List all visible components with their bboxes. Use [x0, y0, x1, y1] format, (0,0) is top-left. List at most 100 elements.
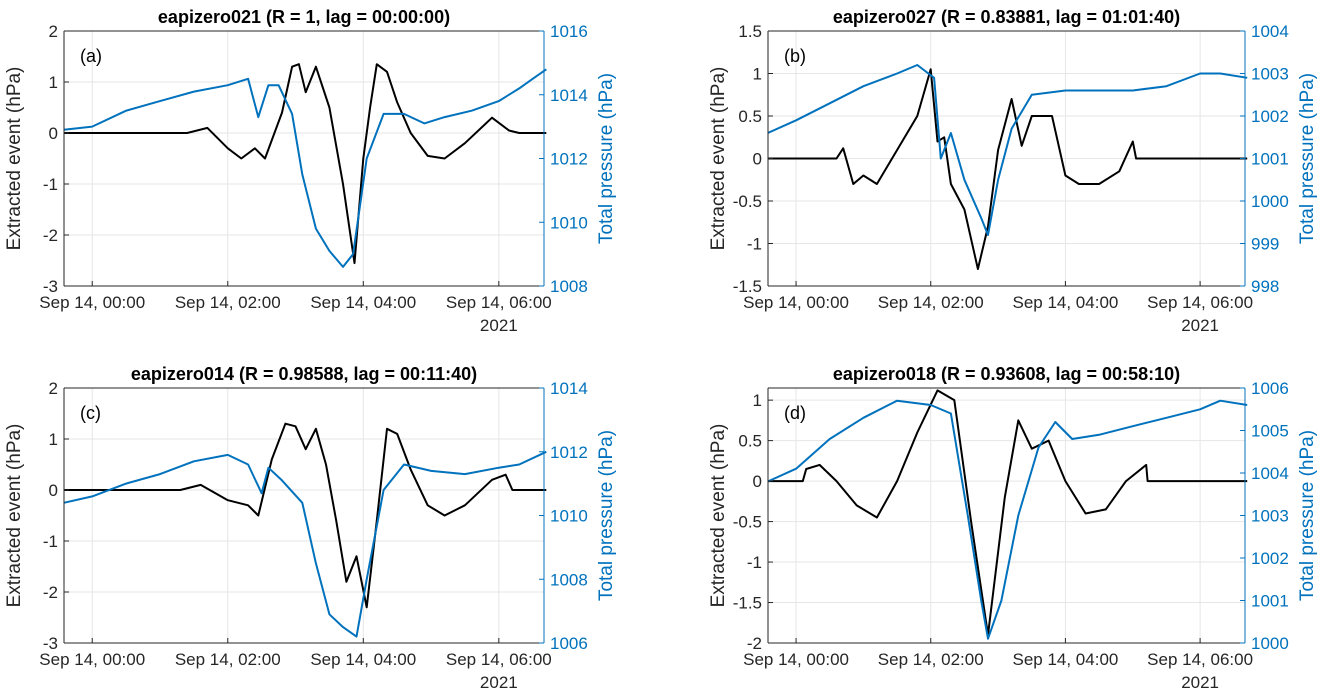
extracted-event-line	[767, 389, 1248, 636]
panel-label: (d)	[784, 403, 806, 423]
y-axis-label-right: Total pressure (hPa)	[1297, 73, 1318, 244]
left-tick-label: 0	[753, 472, 762, 491]
right-tick-label: 1004	[1251, 464, 1289, 483]
extracted-event-line	[63, 63, 547, 265]
x-year-label: 2021	[1181, 316, 1219, 335]
x-tick-label: Sep 14, 06:00	[1147, 650, 1253, 669]
total-pressure-line	[63, 450, 547, 638]
left-tick-label: 0	[49, 481, 58, 500]
panel-a: Sep 14, 00:00 Sep 14, 02:00 Sep 14, 04:00 S…	[4, 7, 617, 335]
left-tick-label: -3	[43, 634, 58, 653]
right-tick-label: 1012	[550, 150, 588, 169]
left-tick-label: -2	[43, 583, 58, 602]
right-tick-label: 1008	[550, 570, 588, 589]
x-tick-label: Sep 14, 02:00	[878, 293, 984, 312]
right-tick-label: 1005	[1251, 422, 1289, 441]
x-tick-label: Sep 14, 00:00	[743, 293, 849, 312]
total-pressure-line	[63, 68, 547, 268]
right-tick-label: 1014	[550, 379, 588, 398]
right-tick-label: 1001	[1251, 592, 1289, 611]
panel-b: Sep 14, 00:00 Sep 14, 02:00 Sep 14, 04:00 S…	[708, 7, 1318, 335]
left-tick-label: -1	[43, 532, 58, 551]
right-tick-label: 999	[1251, 235, 1279, 254]
left-tick-label: -0.5	[733, 192, 762, 211]
left-tick-label: -1	[747, 235, 762, 254]
x-tick-label: Sep 14, 02:00	[878, 650, 984, 669]
left-tick-label: -2	[747, 634, 762, 653]
y-axis-label-left: Extracted event (hPa)	[4, 67, 25, 251]
y-axis-label-right: Total pressure (hPa)	[596, 430, 617, 601]
x-tick-label: Sep 14, 04:00	[310, 293, 416, 312]
left-tick-label: -1.5	[733, 277, 762, 296]
x-year-label: 2021	[480, 673, 518, 692]
left-tick-label: 2	[49, 22, 58, 41]
right-tick-label: 1010	[550, 507, 588, 526]
y-axis-label-left: Extracted event (hPa)	[4, 424, 25, 608]
chart-title: eapizero027 (R = 0.83881, lag = 01:01:40…	[833, 7, 1180, 27]
right-tick-label: 1004	[1251, 22, 1289, 41]
panel-label: (c)	[80, 403, 101, 423]
x-tick-label: Sep 14, 06:00	[446, 293, 552, 312]
right-tick-label: 1006	[550, 634, 588, 653]
left-tick-label: -1.5	[733, 594, 762, 613]
right-tick-label: 1016	[550, 22, 588, 41]
x-tick-label: Sep 14, 00:00	[39, 650, 145, 669]
x-tick-label: Sep 14, 04:00	[1012, 293, 1118, 312]
x-tick-label: Sep 14, 04:00	[310, 650, 416, 669]
total-pressure-line	[767, 64, 1248, 236]
extracted-event-line	[63, 422, 547, 609]
chart-title: eapizero021 (R = 1, lag = 00:00:00)	[158, 7, 450, 27]
left-tick-label: 0	[49, 124, 58, 143]
panel-label: (a)	[80, 46, 102, 66]
x-year-label: 2021	[480, 316, 518, 335]
x-tick-label: Sep 14, 00:00	[39, 293, 145, 312]
left-tick-label: 1.5	[738, 22, 762, 41]
left-tick-label: 0	[753, 150, 762, 169]
plot-area	[768, 388, 1245, 643]
x-tick-label: Sep 14, 02:00	[175, 650, 281, 669]
y-axis-label-right: Total pressure (hPa)	[1297, 430, 1318, 601]
x-tick-label: Sep 14, 06:00	[446, 650, 552, 669]
chart-title: eapizero014 (R = 0.98588, lag = 00:11:40…	[131, 364, 477, 384]
left-tick-label: -1	[747, 553, 762, 572]
x-tick-label: Sep 14, 04:00	[1012, 650, 1118, 669]
right-tick-label: 1014	[550, 86, 588, 105]
panel-c: Sep 14, 00:00 Sep 14, 02:00 Sep 14, 04:00 S…	[4, 364, 617, 692]
right-tick-label: 1000	[1251, 192, 1289, 211]
right-tick-label: 1008	[550, 277, 588, 296]
panel-label: (b)	[784, 46, 806, 66]
y-axis-label-left: Extracted event (hPa)	[708, 424, 729, 608]
plot-area	[64, 388, 544, 643]
extracted-event-line	[767, 68, 1248, 270]
panel-d: Sep 14, 00:00 Sep 14, 02:00 Sep 14, 04:00 S…	[708, 364, 1318, 692]
left-tick-label: 1	[49, 430, 58, 449]
y-axis-label-right: Total pressure (hPa)	[596, 73, 617, 244]
left-tick-label: -1	[43, 175, 58, 194]
right-tick-label: 1002	[1251, 107, 1289, 126]
right-tick-label: 1003	[1251, 507, 1289, 526]
x-tick-label: Sep 14, 02:00	[175, 293, 281, 312]
left-tick-label: -2	[43, 226, 58, 245]
x-tick-label: Sep 14, 00:00	[743, 650, 849, 669]
right-tick-label: 1002	[1251, 549, 1289, 568]
left-tick-label: 1	[753, 391, 762, 410]
left-tick-label: 2	[49, 379, 58, 398]
left-tick-label: 0.5	[738, 107, 762, 126]
x-year-label: 2021	[1181, 673, 1219, 692]
right-tick-label: 1010	[550, 213, 588, 232]
right-tick-label: 1006	[1251, 379, 1289, 398]
right-tick-label: 1001	[1251, 150, 1289, 169]
right-tick-label: 1003	[1251, 65, 1289, 84]
x-tick-label: Sep 14, 06:00	[1147, 293, 1253, 312]
left-tick-label: 0.5	[738, 432, 762, 451]
left-tick-label: 1	[753, 65, 762, 84]
left-tick-label: -3	[43, 277, 58, 296]
left-tick-label: 1	[49, 73, 58, 92]
chart-title: eapizero018 (R = 0.93608, lag = 00:58:10…	[833, 364, 1180, 384]
right-tick-label: 1012	[550, 443, 588, 462]
plot-area	[64, 31, 544, 286]
right-tick-label: 1000	[1251, 634, 1289, 653]
right-tick-label: 998	[1251, 277, 1279, 296]
left-tick-label: -0.5	[733, 513, 762, 532]
